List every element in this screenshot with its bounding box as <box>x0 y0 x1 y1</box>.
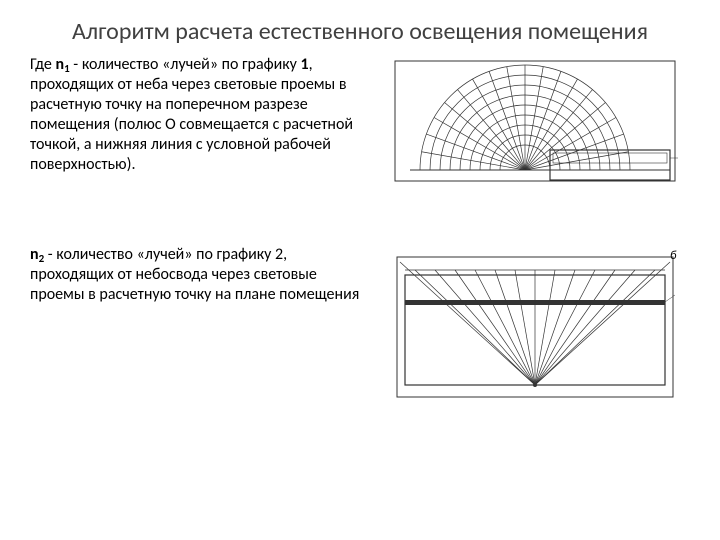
p2-rest: - количество «лучей» по графику 2, прохо… <box>30 245 359 304</box>
svg-text:б: б <box>670 249 677 263</box>
plan-ray-diagram: б <box>385 245 685 405</box>
p2-var: n2 <box>30 245 44 264</box>
diagram-1 <box>380 55 690 195</box>
p1-bold2: 1 <box>301 55 309 74</box>
p1-mid: - количество «лучей» по графику <box>73 55 300 74</box>
ray-arc-diagram <box>385 55 685 195</box>
diagram-2: б <box>380 245 690 405</box>
row-1: Где n1 - количество «лучей» по графику 1… <box>30 55 690 195</box>
paragraph-1: Где n1 - количество «лучей» по графику 1… <box>30 55 380 175</box>
p1-var: n1 <box>56 55 70 74</box>
paragraph-2: n2 - количество «лучей» по графику 2, пр… <box>30 245 380 305</box>
p1-prefix: Где <box>30 55 56 74</box>
page-title: Алгоритм расчета естественного освещения… <box>0 0 720 55</box>
content-area: Где n1 - количество «лучей» по графику 1… <box>0 55 720 435</box>
row-2: n2 - количество «лучей» по графику 2, пр… <box>30 245 690 405</box>
